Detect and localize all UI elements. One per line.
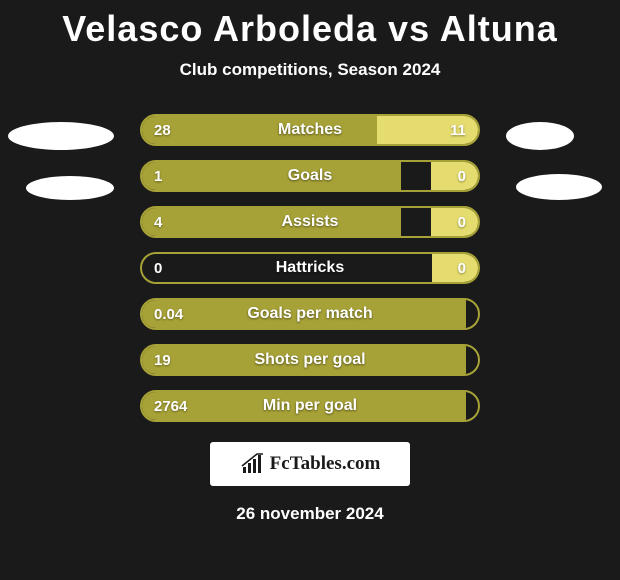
comparison-subtitle: Club competitions, Season 2024 <box>0 60 620 80</box>
stat-row: 40Assists <box>140 206 480 238</box>
decorative-ellipse <box>8 122 114 150</box>
stat-mid-gap <box>401 208 431 236</box>
stat-right-segment: 0 <box>432 254 478 282</box>
stat-right-segment: 0 <box>431 208 478 236</box>
decorative-ellipse <box>516 174 602 200</box>
stat-left-segment: 28 <box>142 116 377 144</box>
stat-row: 19Shots per goal <box>140 344 480 376</box>
stat-left-value: 1 <box>154 168 162 185</box>
stat-left-segment: 1 <box>142 162 401 190</box>
stat-right-segment <box>466 392 478 420</box>
stat-right-segment: 0 <box>431 162 478 190</box>
decorative-ellipse <box>26 176 114 200</box>
stat-left-segment: 2764 <box>142 392 466 420</box>
stat-right-value: 0 <box>458 260 466 277</box>
comparison-title: Velasco Arboleda vs Altuna <box>0 0 620 50</box>
stat-mid-gap <box>401 162 431 190</box>
stat-left-value: 19 <box>154 352 171 369</box>
stat-left-segment: 19 <box>142 346 466 374</box>
stat-left-segment: 0 <box>142 254 154 282</box>
stat-left-value: 2764 <box>154 398 187 415</box>
stat-right-segment <box>466 346 478 374</box>
comparison-date: 26 november 2024 <box>0 504 620 524</box>
stat-row: 0.04Goals per match <box>140 298 480 330</box>
stat-left-value: 4 <box>154 214 162 231</box>
chart-icon <box>240 453 266 475</box>
stat-left-value: 0 <box>154 260 162 277</box>
stat-right-segment <box>466 300 478 328</box>
stat-row: 2764Min per goal <box>140 390 480 422</box>
stat-mid-gap <box>154 254 432 282</box>
stat-left-value: 0.04 <box>154 306 183 323</box>
stat-right-value: 0 <box>458 168 466 185</box>
stat-row: 2811Matches <box>140 114 480 146</box>
decorative-ellipse <box>506 122 574 150</box>
stat-left-segment: 4 <box>142 208 401 236</box>
logo-text: FcTables.com <box>270 453 381 475</box>
fctables-logo: FcTables.com <box>210 442 410 486</box>
stat-row: 10Goals <box>140 160 480 192</box>
stat-row: 000Hattricks <box>140 252 480 284</box>
stat-left-value: 28 <box>154 122 171 139</box>
stat-right-segment: 11 <box>377 116 478 144</box>
stat-rows: 2811Matches10Goals40Assists000Hattricks0… <box>0 114 620 422</box>
stat-left-segment: 0.04 <box>142 300 466 328</box>
stat-right-value: 11 <box>450 122 466 139</box>
stat-right-value: 0 <box>458 214 466 231</box>
